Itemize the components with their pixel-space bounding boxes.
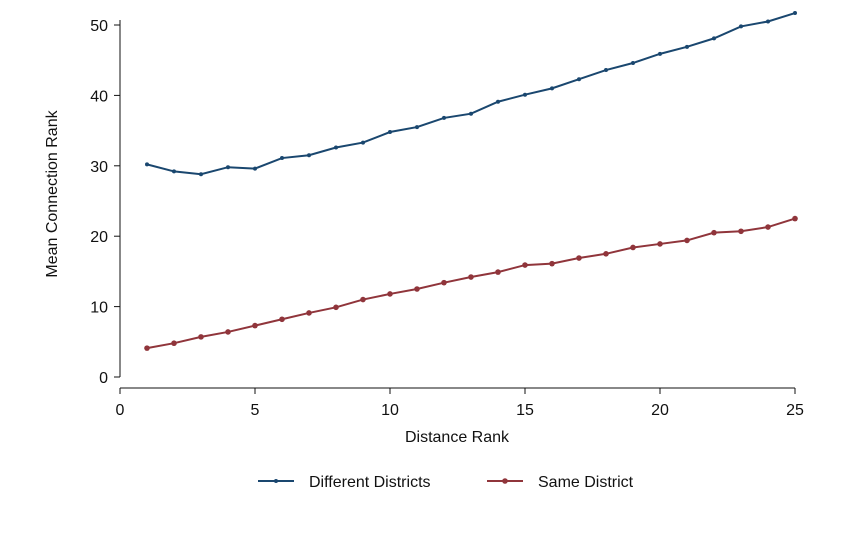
x-tick-label: 5 — [251, 402, 260, 419]
y-axis-label: Mean Connection Rank — [44, 109, 61, 277]
x-tick-label: 10 — [381, 402, 399, 419]
y-tick-label: 50 — [90, 18, 108, 35]
data-point — [279, 316, 285, 323]
data-point — [387, 291, 393, 297]
y-tick-label: 10 — [90, 300, 108, 317]
data-point — [523, 92, 527, 97]
data-point — [306, 310, 312, 316]
data-point — [253, 166, 257, 171]
data-point — [172, 169, 176, 174]
data-point — [226, 165, 230, 170]
data-point — [252, 322, 258, 329]
legend-label: Different Districts — [309, 474, 431, 491]
data-point — [280, 156, 284, 161]
series-line — [146, 12, 796, 176]
data-point — [550, 86, 554, 91]
data-point — [577, 77, 581, 82]
data-point — [712, 36, 716, 41]
data-point — [576, 255, 582, 261]
legend-item: Different Districts — [258, 474, 431, 491]
y-tick-label: 0 — [99, 370, 108, 387]
data-point — [469, 111, 473, 116]
data-point — [631, 61, 635, 66]
series-line — [146, 217, 796, 350]
y-tick-label: 40 — [90, 88, 108, 105]
data-point — [496, 99, 500, 104]
data-point — [441, 279, 447, 286]
data-point — [522, 262, 528, 268]
legend-label: Same District — [538, 474, 634, 491]
series-0 — [145, 11, 797, 177]
x-tick-label: 15 — [516, 402, 534, 419]
y-tick-label: 20 — [90, 229, 108, 246]
data-point — [630, 244, 636, 251]
data-point — [549, 260, 555, 267]
data-point — [766, 19, 770, 24]
data-point — [360, 296, 366, 303]
data-point — [199, 172, 203, 177]
x-tick-label: 0 — [116, 402, 125, 419]
legend: Different Districts Same District — [258, 474, 634, 491]
data-point — [198, 334, 204, 340]
data-point — [145, 162, 149, 167]
data-point — [225, 329, 231, 335]
data-point — [361, 140, 365, 145]
legend-swatch-marker — [274, 479, 278, 483]
data-point — [144, 345, 150, 351]
legend-swatch-marker — [502, 478, 508, 484]
data-point — [739, 24, 743, 29]
data-point — [684, 237, 690, 244]
data-point — [307, 153, 311, 158]
data-point — [334, 145, 338, 150]
data-point — [415, 125, 419, 130]
data-point — [603, 251, 609, 257]
data-point — [765, 224, 771, 230]
data-point — [658, 51, 662, 56]
x-tick-label: 25 — [786, 402, 804, 419]
data-point — [414, 286, 420, 292]
data-point — [657, 241, 663, 247]
data-point — [711, 229, 717, 236]
data-point — [442, 115, 446, 120]
data-point — [793, 11, 797, 16]
x-axis-label: Distance Rank — [405, 429, 510, 446]
series-1 — [144, 215, 798, 351]
data-point — [171, 340, 177, 347]
data-point — [468, 274, 474, 280]
data-point — [604, 68, 608, 73]
data-point — [792, 215, 798, 222]
data-point — [685, 44, 689, 49]
data-point — [495, 269, 501, 275]
x-tick-label: 20 — [651, 402, 669, 419]
axes — [119, 20, 795, 389]
data-point — [333, 304, 339, 311]
data-point — [388, 130, 392, 135]
data-point — [738, 228, 744, 235]
legend-item: Same District — [487, 474, 634, 491]
y-tick-label: 30 — [90, 159, 108, 176]
